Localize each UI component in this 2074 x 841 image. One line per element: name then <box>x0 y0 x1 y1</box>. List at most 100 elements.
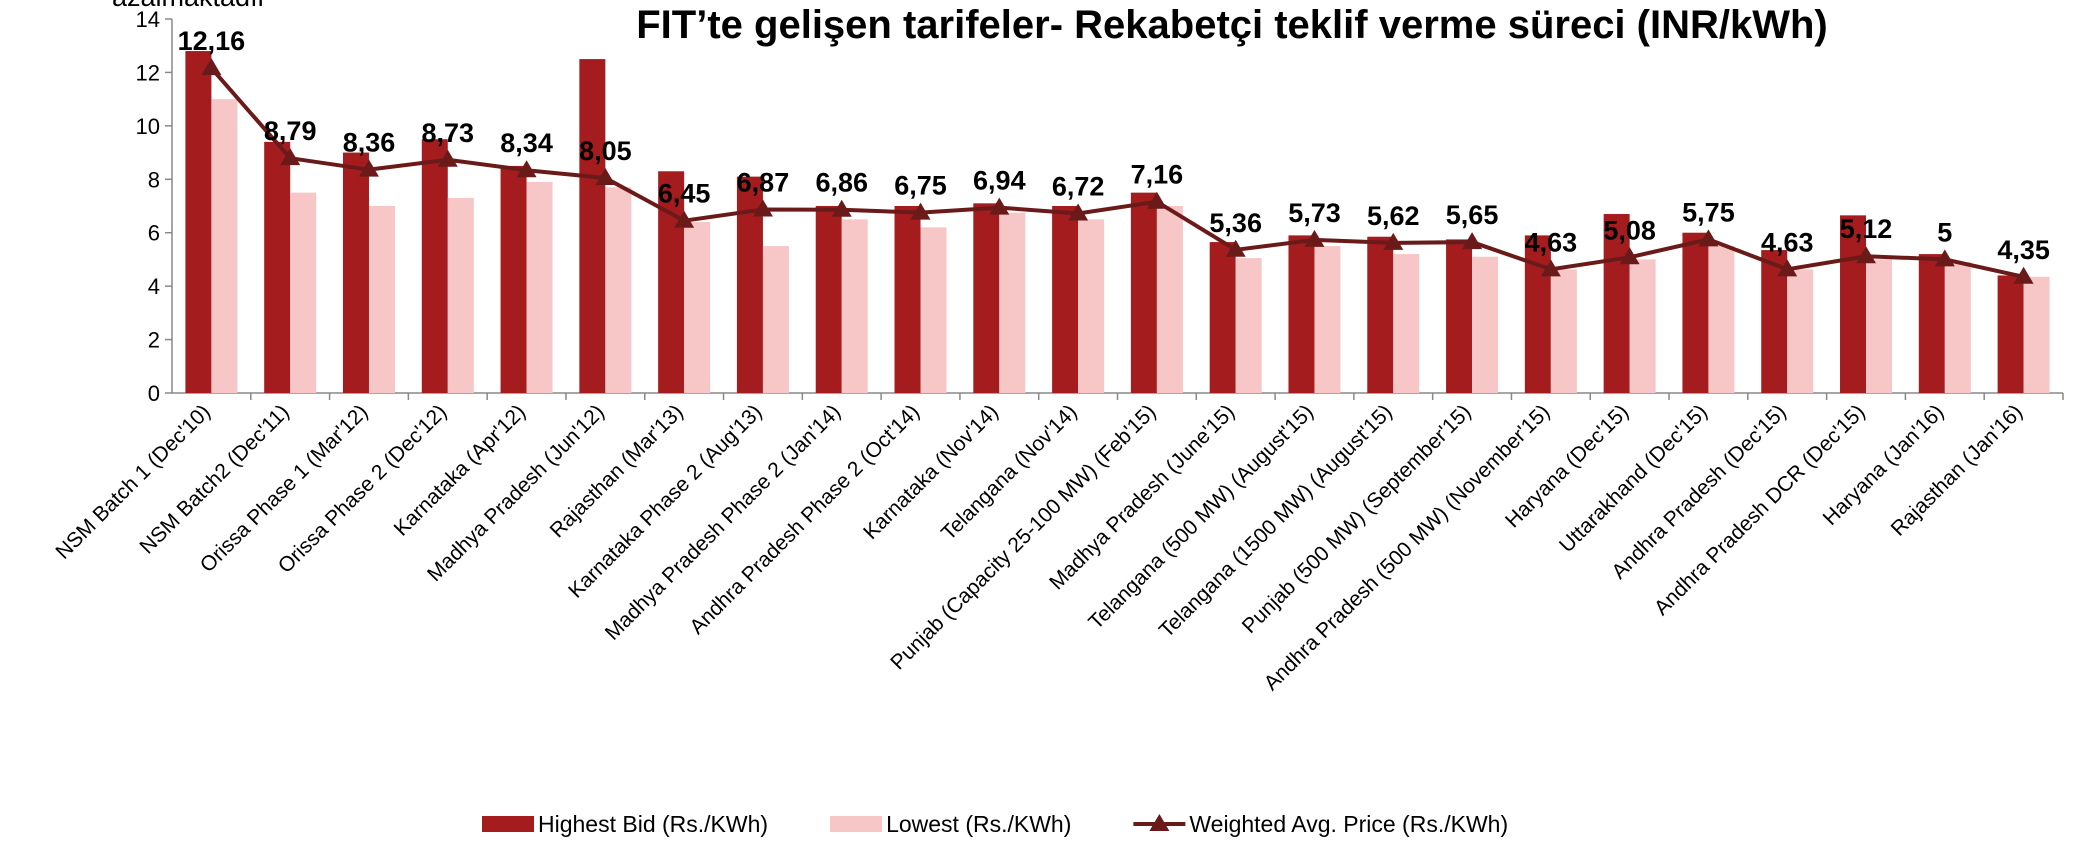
bar <box>1288 235 1315 393</box>
data-label: 8,34 <box>500 128 553 158</box>
marker <box>1146 191 1167 209</box>
data-label: 4,35 <box>1997 235 2050 265</box>
marker <box>1462 232 1483 250</box>
bar <box>1840 215 1867 393</box>
data-label: 6,87 <box>737 167 790 197</box>
bar <box>1235 258 1262 393</box>
bar <box>185 51 212 394</box>
data-label: 6,72 <box>1052 171 1105 201</box>
bar <box>684 222 711 393</box>
marker <box>1777 259 1798 277</box>
bar <box>920 227 947 393</box>
bar <box>1708 246 1735 393</box>
legend-swatch <box>1149 814 1170 831</box>
bar <box>1866 259 1893 393</box>
bar <box>999 212 1026 393</box>
marker <box>1619 247 1640 265</box>
data-label: 8,05 <box>579 136 632 166</box>
marker <box>989 197 1010 215</box>
x-tick-label: Rajasthan (Jan'16) <box>1887 400 2027 540</box>
y-tick-label: 10 <box>136 114 160 139</box>
bar <box>500 165 527 393</box>
bar <box>1472 256 1499 393</box>
x-tick-label: Karnataka (Apr'12) <box>390 400 530 540</box>
data-label: 7,16 <box>1131 160 1184 190</box>
bar <box>894 206 921 393</box>
bar <box>762 246 789 393</box>
marker <box>437 149 458 167</box>
y-tick-label: 0 <box>148 381 160 406</box>
data-label: 4,63 <box>1761 227 1814 257</box>
data-label: 6,45 <box>658 179 711 209</box>
x-tick-label: NSM Batch2 (Dec'11) <box>135 400 293 558</box>
bar <box>579 59 606 393</box>
legend-swatch <box>830 816 883 832</box>
marker <box>516 160 537 178</box>
bar <box>421 139 448 393</box>
data-label: 6,86 <box>815 168 868 198</box>
data-label: 6,75 <box>894 171 947 201</box>
marker <box>752 199 773 217</box>
y-tick-label: 6 <box>148 221 160 246</box>
y-tick-label: 8 <box>148 167 160 192</box>
marker <box>674 210 695 228</box>
bar <box>1078 219 1105 393</box>
marker <box>358 159 379 177</box>
data-label: 4,63 <box>1525 227 1578 257</box>
marker <box>1698 229 1719 247</box>
x-tick-label: Rajasthan (Mar'13) <box>546 400 688 542</box>
bar <box>264 141 291 393</box>
annotation: azalmaktadır <box>112 0 267 12</box>
bar <box>368 206 395 393</box>
data-label: 5,36 <box>1209 208 1262 238</box>
bar <box>1918 254 1945 393</box>
bar <box>605 187 632 393</box>
marker <box>1540 259 1561 277</box>
data-label: 6,94 <box>973 166 1026 196</box>
marker <box>595 167 616 185</box>
x-tick-label: Uttarakhand (Dec'15) <box>1555 400 1712 557</box>
bar <box>447 197 474 393</box>
bar <box>841 219 868 393</box>
data-label: 12,16 <box>178 26 246 56</box>
data-label: 5,75 <box>1682 197 1735 227</box>
marker <box>1304 229 1325 247</box>
bar <box>1314 246 1341 393</box>
bar <box>1997 275 2024 393</box>
bar <box>1446 239 1473 393</box>
bar <box>211 99 238 394</box>
y-tick-label: 4 <box>148 274 160 299</box>
x-tick-label: Andhra Pradesh (500 MW) (November'15) <box>1260 400 1555 695</box>
x-tick-label: NSM Batch 1 (Dec'10) <box>51 400 215 564</box>
line <box>209 66 2025 279</box>
chart-title: FIT’te gelişen tarifeler- Rekabetçi tekl… <box>636 3 1827 47</box>
legend-label: Weighted Avg. Price (Rs./KWh) <box>1189 811 1508 837</box>
data-label: 8,79 <box>264 116 317 146</box>
legend-swatch <box>482 816 534 832</box>
marker <box>1383 232 1404 250</box>
bar <box>1524 235 1551 393</box>
legend-label: Highest Bid (Rs./KWh) <box>538 811 768 837</box>
legend-label: Lowest (Rs./KWh) <box>886 811 1071 837</box>
bar <box>1052 206 1079 393</box>
data-label: 5,12 <box>1840 214 1893 244</box>
marker <box>1934 249 1955 267</box>
bar <box>815 206 842 393</box>
bar <box>1156 206 1183 393</box>
y-tick-label: 2 <box>148 328 160 353</box>
marker <box>831 199 852 217</box>
data-label: 5,65 <box>1446 200 1499 230</box>
bar <box>342 152 369 393</box>
data-label: 8,36 <box>343 128 396 158</box>
marker <box>910 202 931 220</box>
marker <box>280 148 301 166</box>
bar <box>1209 242 1236 393</box>
data-label: 5,62 <box>1367 201 1420 231</box>
bar <box>1629 259 1656 393</box>
x-tick-label: Karnataka (Nov'14) <box>859 400 1003 544</box>
bar <box>1603 214 1630 393</box>
data-label: 5,08 <box>1603 215 1656 245</box>
bar <box>1944 262 1971 393</box>
data-label: 5 <box>1937 217 1952 247</box>
